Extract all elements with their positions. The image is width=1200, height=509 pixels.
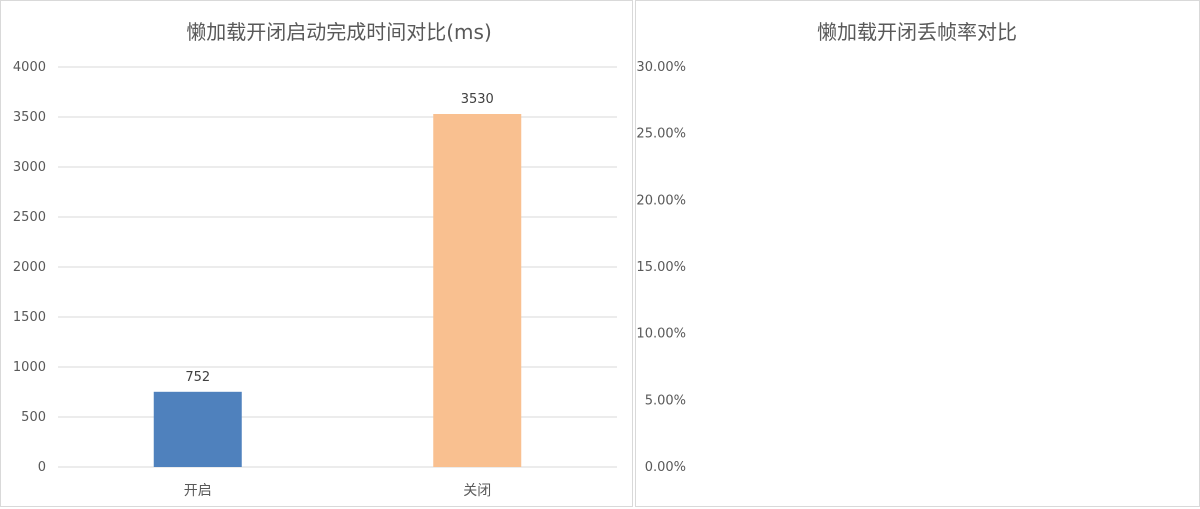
y-tick-label: 1000	[13, 360, 46, 375]
y-tick-label: 3000	[13, 160, 46, 175]
y-tick-label: 500	[21, 410, 46, 425]
chart-title: 懒加载开闭启动完成时间对比(ms)	[186, 20, 492, 44]
bar	[433, 114, 522, 467]
bar	[153, 391, 242, 467]
y-tick-label: 4000	[13, 60, 46, 75]
y-tick-label: 1500	[13, 310, 46, 325]
x-category-label: 开启	[184, 483, 212, 499]
y-tick-label: 25.00%	[636, 127, 686, 142]
data-label: 752	[185, 370, 210, 385]
y-tick-label: 2000	[13, 260, 46, 275]
y-tick-label: 20.00%	[636, 193, 686, 208]
y-tick-label: 5.00%	[645, 393, 686, 408]
chart-panel-startup-time: 懒加载开闭启动完成时间对比(ms) 0 500 1000 1500 2000 2500 30…	[0, 0, 633, 507]
y-tick-label: 3500	[13, 110, 46, 125]
y-tick-label: 30.00%	[636, 60, 686, 75]
y-tick-label: 2500	[13, 210, 46, 225]
y-tick-label: 10.00%	[636, 327, 686, 342]
y-tick-label: 0.00%	[645, 460, 686, 475]
chart-panel-frame-drop-rate: 懒加载开闭丢帧率对比 0.00% 5.00% 10.00% 15.00% 20.00% 2…	[635, 0, 1200, 507]
chart-title: 懒加载开闭丢帧率对比	[817, 20, 1017, 44]
data-label: 3530	[461, 92, 494, 107]
frame-drop-rate-chart: 懒加载开闭丢帧率对比 0.00% 5.00% 10.00% 15.00% 20.00% 2…	[636, 20, 1017, 475]
x-category-label: 关闭	[463, 483, 491, 499]
y-tick-label: 0	[38, 460, 46, 475]
y-tick-label: 15.00%	[636, 260, 686, 275]
startup-time-chart: 懒加载开闭启动完成时间对比(ms) 0 500 1000 1500 2000 2500 30…	[13, 20, 617, 499]
